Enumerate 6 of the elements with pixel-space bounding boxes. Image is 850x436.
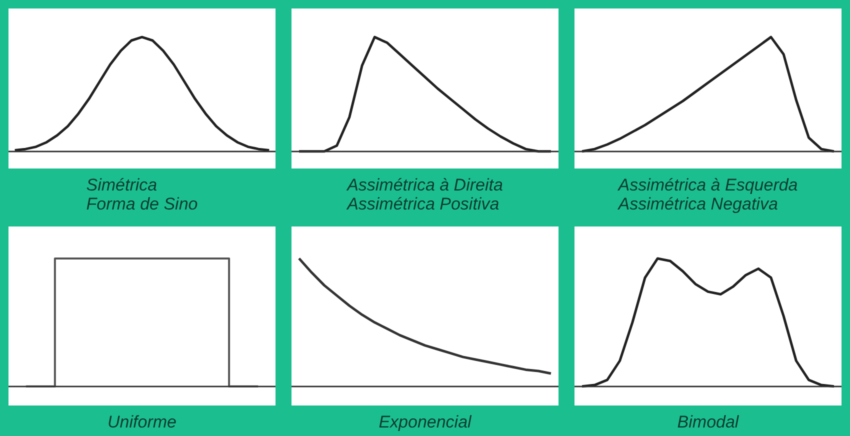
text: Assimétrica à Direita Assimétrica Positiva bbox=[346, 176, 503, 214]
text: Assimétrica à Esquerda Assimétrica Negativa bbox=[617, 176, 798, 214]
text: Exponencial bbox=[378, 412, 473, 432]
text: Uniforme bbox=[108, 412, 176, 432]
text: Simétrica Forma de Sino bbox=[86, 176, 198, 214]
text: Bimodal bbox=[677, 412, 740, 432]
